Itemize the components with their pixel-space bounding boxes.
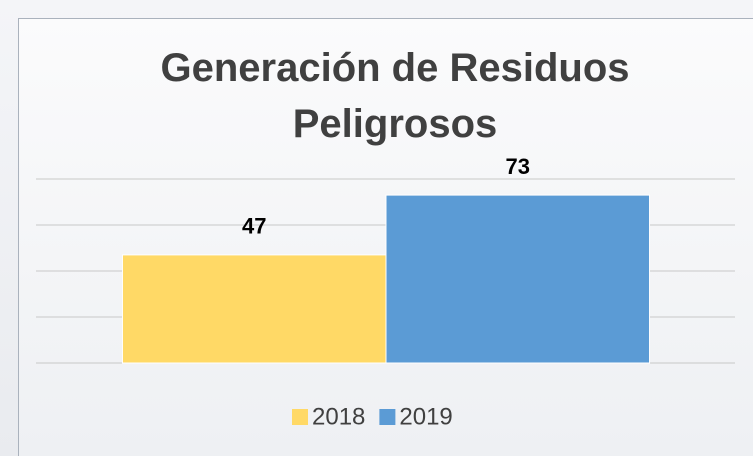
legend-swatch xyxy=(292,409,308,425)
legend-swatch xyxy=(379,409,396,425)
legend-label: 2019 xyxy=(399,403,452,430)
bar xyxy=(121,254,387,364)
value-label: 47 xyxy=(242,214,266,239)
value-label: 73 xyxy=(506,154,530,179)
legend-label: 2018 xyxy=(312,403,365,430)
bar xyxy=(385,194,651,364)
chart-title: Generación de Residuos Peligrosos xyxy=(160,46,630,146)
